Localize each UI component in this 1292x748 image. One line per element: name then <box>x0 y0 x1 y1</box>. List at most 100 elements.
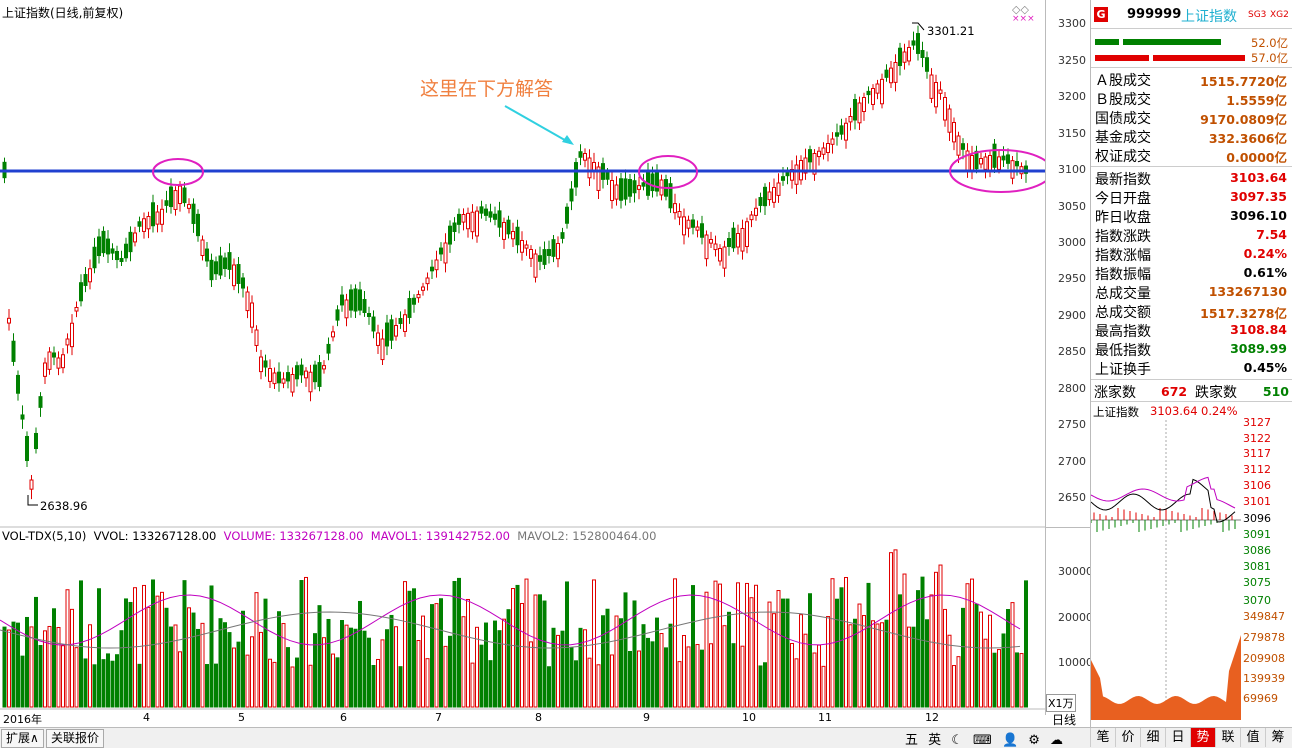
candle <box>434 259 439 271</box>
volume-bar <box>970 578 974 708</box>
panel-tab-daily[interactable]: 日 <box>1165 728 1190 747</box>
candle <box>974 150 979 170</box>
candle <box>821 147 826 155</box>
candle <box>65 338 70 346</box>
panel-tab-chips[interactable]: 筹 <box>1265 728 1290 747</box>
volume-bar <box>164 607 169 708</box>
volume-bar <box>731 643 736 708</box>
kline-svg[interactable] <box>0 0 1045 715</box>
volume-bar <box>232 647 236 708</box>
volume-bar <box>182 580 187 708</box>
candle <box>511 231 515 240</box>
volume-bar <box>785 598 790 708</box>
volume-bar <box>853 618 857 708</box>
y-label: 2750 <box>1058 418 1086 431</box>
volume-bar <box>736 582 740 708</box>
candle <box>529 249 533 259</box>
candle <box>56 357 61 369</box>
mini-y-label: 3106 <box>1243 479 1271 492</box>
volume-bar <box>803 633 808 708</box>
expand-tab[interactable]: 扩展∧ <box>1 729 44 748</box>
volume-bar <box>767 601 772 708</box>
volume-bar <box>992 652 997 708</box>
y-label: 2850 <box>1058 345 1086 358</box>
candle <box>245 291 250 312</box>
volume-bar <box>106 653 110 708</box>
ime-status-icons[interactable]: 五 英 ☾ ⌨ 👤 ⚙ ☁ <box>905 733 1067 748</box>
volume-bar <box>362 630 367 708</box>
candle <box>772 187 776 203</box>
volume-bar <box>727 611 731 708</box>
y-label: 3050 <box>1058 200 1086 213</box>
volume-bar <box>322 637 326 708</box>
candle <box>700 223 704 238</box>
candle <box>853 99 857 121</box>
volume-bar <box>835 598 839 708</box>
volume-bar <box>529 641 533 708</box>
tag-sg[interactable]: SG3 <box>1248 10 1267 20</box>
volume-bar <box>47 625 52 708</box>
candle <box>929 74 934 99</box>
panel-tab-detail[interactable]: 细 <box>1140 728 1165 747</box>
intraday-price-line <box>1091 478 1236 523</box>
volume-bar <box>844 577 848 708</box>
mini-y-label: 3112 <box>1243 463 1271 476</box>
panel-tab-trades[interactable]: 笔 <box>1090 728 1115 747</box>
volume-bar <box>547 666 551 708</box>
intraday-chart[interactable] <box>1091 420 1241 720</box>
down-label: 跌家数 <box>1195 385 1237 401</box>
panel-tab-price[interactable]: 价 <box>1115 728 1140 747</box>
volume-bar <box>101 659 106 708</box>
panel-tab-trend[interactable]: 势 <box>1190 728 1215 747</box>
candle <box>205 248 209 262</box>
candle <box>277 371 281 384</box>
volume-bar <box>151 579 155 708</box>
period-label[interactable]: 日线 <box>1052 713 1077 727</box>
candle <box>547 249 551 256</box>
volume-bar <box>898 594 902 708</box>
vol-mavol1: MAVOL1: 139142752.00 <box>370 529 510 543</box>
volume-bar-red-2 <box>1153 55 1245 61</box>
volume-bar <box>956 656 961 708</box>
candle <box>79 282 83 302</box>
candle <box>430 266 434 272</box>
stat-row-b-share: Ｂ股成交 1.5559亿 <box>1093 89 1291 108</box>
mini-vol-label: 279878 <box>1243 631 1285 644</box>
candle <box>943 97 947 121</box>
volume-bar <box>718 583 722 708</box>
circle-marker-3 <box>949 149 1045 193</box>
panel-tab-link[interactable]: 联 <box>1215 728 1240 747</box>
volume-bar <box>61 645 65 708</box>
volume-bar <box>425 658 430 708</box>
stat-key: Ｂ股成交 <box>1095 92 1151 108</box>
stat-value: 0.61% <box>1243 265 1287 280</box>
volume-bar <box>542 600 547 708</box>
candle <box>164 200 169 206</box>
volume-bar <box>421 615 425 708</box>
stat-key: 最高指数 <box>1095 324 1151 340</box>
volume-bar <box>695 644 700 708</box>
volume-bar <box>569 646 574 708</box>
kline-chart[interactable]: 上证指数(日线,前复权) ◇◇ ××× 3301.21 2638.96 这里在下… <box>0 0 1045 726</box>
volume-bar <box>493 620 497 708</box>
related-quotes-tab[interactable]: 关联报价 <box>46 729 105 748</box>
volume-bar <box>124 598 128 708</box>
candle <box>61 354 65 369</box>
volume-bar <box>416 639 421 708</box>
y-label: 2650 <box>1058 491 1086 504</box>
candle <box>538 255 542 262</box>
y-label: 3300 <box>1058 17 1086 30</box>
candle <box>25 435 29 462</box>
candle <box>326 343 331 354</box>
g-icon[interactable]: G <box>1094 7 1108 22</box>
candle <box>992 143 997 168</box>
y-label: 2950 <box>1058 272 1086 285</box>
volume-bar <box>191 612 196 708</box>
tag-xg[interactable]: XG2 <box>1270 10 1289 20</box>
volume-bar <box>308 664 313 708</box>
stat-row-change: 指数涨跌 7.54 <box>1093 226 1291 245</box>
panel-tab-value[interactable]: 值 <box>1240 728 1265 747</box>
diamond-icon[interactable]: ◇◇ <box>1012 3 1029 16</box>
candle <box>650 173 655 192</box>
volume-bar <box>506 609 511 708</box>
